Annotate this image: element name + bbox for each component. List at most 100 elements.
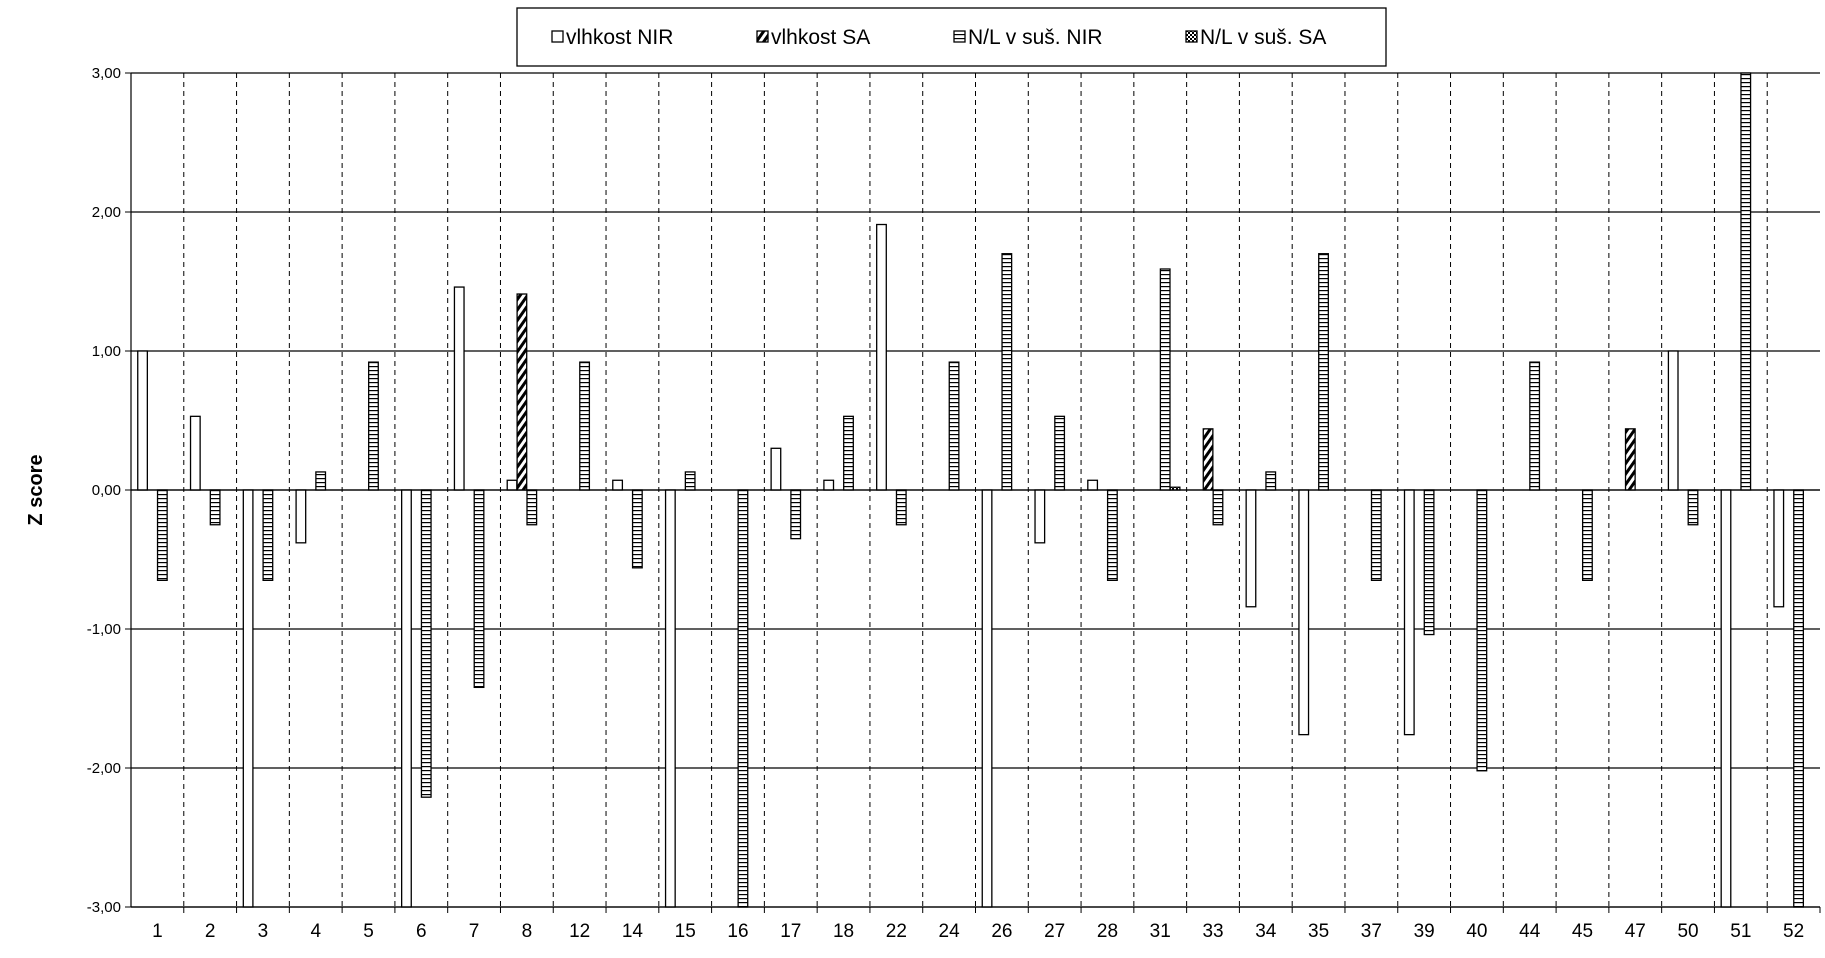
bar-n-l-v-su-nir-40 [1476,489,1488,772]
x-tick-label-26: 26 [991,921,1012,942]
bar-n-l-v-su-nir-7 [473,489,485,689]
bar-n-l-v-su-nir-8 [526,489,538,526]
bar-vlhkost-nir-1 [137,350,148,491]
x-tick-label-51: 51 [1730,921,1751,942]
bar-vlhkost-nir-8 [506,479,518,491]
x-tick-label-17: 17 [780,921,801,942]
bar-vlhkost-nir-14 [612,479,624,491]
bar-n-l-v-su-nir-18 [843,415,854,491]
bar-n-l-v-su-nir-28 [1106,489,1118,581]
y-tick-label: -2,00 [87,760,121,777]
legend-swatch-2 [953,30,966,43]
y-axis-label: Z score [25,454,47,525]
bar-vlhkost-nir-3 [242,489,254,908]
bar-vlhkost-nir-34 [1245,489,1257,608]
x-tick-label-7: 7 [469,921,480,942]
y-tick-label: 2,00 [92,204,121,221]
y-tick-label: 3,00 [92,65,121,82]
y-tick-label: -3,00 [87,899,121,916]
x-tick-label-5: 5 [363,921,374,942]
x-tick-label-24: 24 [939,921,961,942]
bar-n-l-v-su-nir-26 [1001,253,1013,491]
bar-n-l-v-su-nir-34 [1265,471,1277,491]
bar-vlhkost-nir-51 [1720,489,1732,908]
x-tick-label-15: 15 [675,921,696,942]
bar-n-l-v-su-nir-24 [948,361,960,491]
x-tick-label-52: 52 [1783,921,1804,942]
bar-vlhkost-nir-50 [1667,350,1679,491]
bar-vlhkost-nir-39 [1403,489,1415,736]
bar-n-l-v-su-nir-35 [1318,253,1329,491]
bar-n-l-v-su-nir-37 [1370,489,1382,581]
bar-n-l-v-su-nir-16 [737,489,749,908]
legend-swatch-0 [551,30,564,43]
bar-n-l-v-su-nir-52 [1793,489,1805,908]
x-tick-label-1: 1 [152,921,163,942]
bar-n-l-v-su-nir-45 [1581,489,1593,581]
bar-vlhkost-nir-26 [981,489,993,908]
x-tick-label-34: 34 [1255,921,1277,942]
bar-vlhkost-nir-52 [1773,489,1785,608]
legend-box [516,7,1387,67]
bar-n-l-v-su-nir-14 [631,489,643,569]
bar-vlhkost-sa-8 [516,293,528,491]
x-tick-label-44: 44 [1519,921,1541,942]
x-tick-label-45: 45 [1572,921,1593,942]
x-tick-label-31: 31 [1150,921,1171,942]
bar-n-l-v-su-nir-15 [684,471,696,491]
bar-vlhkost-nir-35 [1298,489,1310,736]
bar-n-l-v-su-nir-4 [315,471,327,491]
x-tick-label-3: 3 [258,921,269,942]
bar-vlhkost-sa-47 [1624,428,1636,491]
x-tick-label-35: 35 [1308,921,1329,942]
y-tick-label: -1,00 [87,621,121,638]
bar-vlhkost-nir-6 [401,489,412,908]
bar-vlhkost-nir-4 [295,489,307,544]
bar-n-l-v-su-nir-31 [1159,268,1171,491]
bar-n-l-v-su-nir-6 [420,489,432,798]
bar-n-l-v-su-nir-12 [579,361,591,491]
y-tick-label: 1,00 [92,343,121,360]
x-tick-label-33: 33 [1202,921,1223,942]
bar-n-l-v-su-nir-17 [790,489,802,540]
x-tick-label-6: 6 [416,921,427,942]
bar-vlhkost-nir-18 [823,479,835,491]
bar-n-l-v-su-nir-27 [1054,415,1066,491]
x-tick-label-16: 16 [727,921,748,942]
x-tick-label-4: 4 [310,921,321,942]
bar-n-l-v-su-nir-22 [895,489,907,526]
bar-n-l-v-su-nir-1 [156,489,168,581]
bar-vlhkost-nir-27 [1034,489,1046,544]
x-tick-label-27: 27 [1044,921,1065,942]
legend-label-3: N/L v suš. SA [1200,26,1326,49]
x-tick-label-37: 37 [1361,921,1382,942]
legend-swatch-3 [1185,30,1198,43]
bar-n-l-v-su-nir-44 [1529,361,1541,491]
bar-n-l-v-su-nir-33 [1212,489,1224,526]
bar-n-l-v-su-nir-50 [1687,489,1699,526]
bar-vlhkost-nir-22 [876,223,887,491]
bar-vlhkost-nir-2 [189,415,201,491]
x-tick-label-8: 8 [522,921,533,942]
legend-label-0: vlhkost NIR [566,26,673,49]
x-tick-label-28: 28 [1097,921,1118,942]
x-tick-label-40: 40 [1466,921,1487,942]
x-tick-label-18: 18 [833,921,854,942]
y-tick-label: 0,00 [92,482,121,499]
x-tick-label-47: 47 [1625,921,1646,942]
x-tick-label-50: 50 [1677,921,1698,942]
bar-n-l-v-su-nir-39 [1423,489,1435,636]
bar-n-l-v-su-nir-3 [262,489,274,581]
bar-vlhkost-nir-15 [664,489,676,908]
x-tick-label-2: 2 [205,921,216,942]
legend-label-2: N/L v suš. NIR [968,26,1103,49]
x-tick-label-14: 14 [622,921,644,942]
x-tick-label-12: 12 [569,921,590,942]
bar-n-l-v-su-nir-5 [368,361,379,491]
bar-n-l-v-su-nir-51 [1740,72,1752,491]
bar-vlhkost-nir-7 [453,286,465,491]
legend-swatch-1 [756,30,769,43]
bar-vlhkost-sa-33 [1202,428,1214,491]
